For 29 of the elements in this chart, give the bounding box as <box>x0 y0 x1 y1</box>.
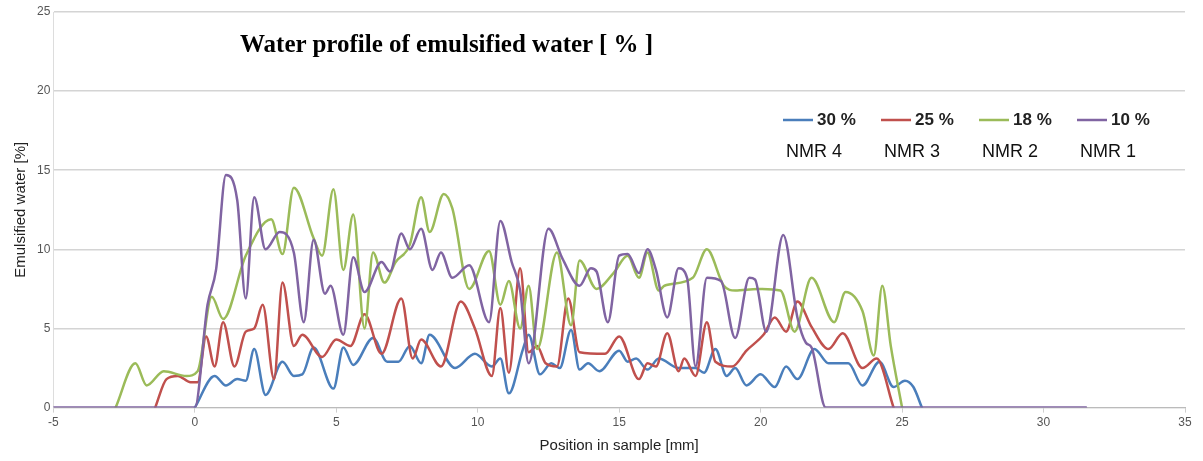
text: Water profile of emulsified water [ % ] <box>240 30 654 58</box>
x-tick-label: 35 <box>1178 415 1192 430</box>
y-tick-label: 25 <box>36 4 51 19</box>
line-series <box>114 186 904 408</box>
x-tick-label: 15 <box>612 415 627 430</box>
legend-label: 18 % <box>1013 109 1052 129</box>
annotation: NMR 1 <box>1080 140 1137 161</box>
y-tick-label: 5 <box>43 320 51 335</box>
annotation: NMR 3 <box>884 140 941 161</box>
line-series <box>153 267 895 408</box>
x-tick-label: 0 <box>191 415 199 430</box>
y-tick-label: 20 <box>36 83 51 98</box>
x-tick-label: 30 <box>1036 415 1051 430</box>
annotation: NMR 2 <box>982 140 1039 161</box>
x-axis-title: Position in sample [mm] <box>539 436 699 454</box>
line-series <box>53 173 1088 408</box>
legend-label: 10 % <box>1111 109 1150 129</box>
y-axis-title: Emulsified water [%] <box>11 141 29 278</box>
legend-label: 30 % <box>817 109 856 129</box>
y-tick-label: 15 <box>36 162 51 177</box>
y-tick-label: 0 <box>43 399 51 414</box>
x-tick-label: 5 <box>332 415 340 430</box>
annotation: NMR 4 <box>786 140 843 161</box>
y-tick-label: 10 <box>36 241 51 256</box>
x-tick-label: 25 <box>895 415 910 430</box>
x-tick-label: 10 <box>471 415 485 430</box>
x-tick-label: 20 <box>753 415 768 430</box>
x-tick-label: -5 <box>48 415 60 430</box>
legend-label: 25 % <box>915 109 954 129</box>
